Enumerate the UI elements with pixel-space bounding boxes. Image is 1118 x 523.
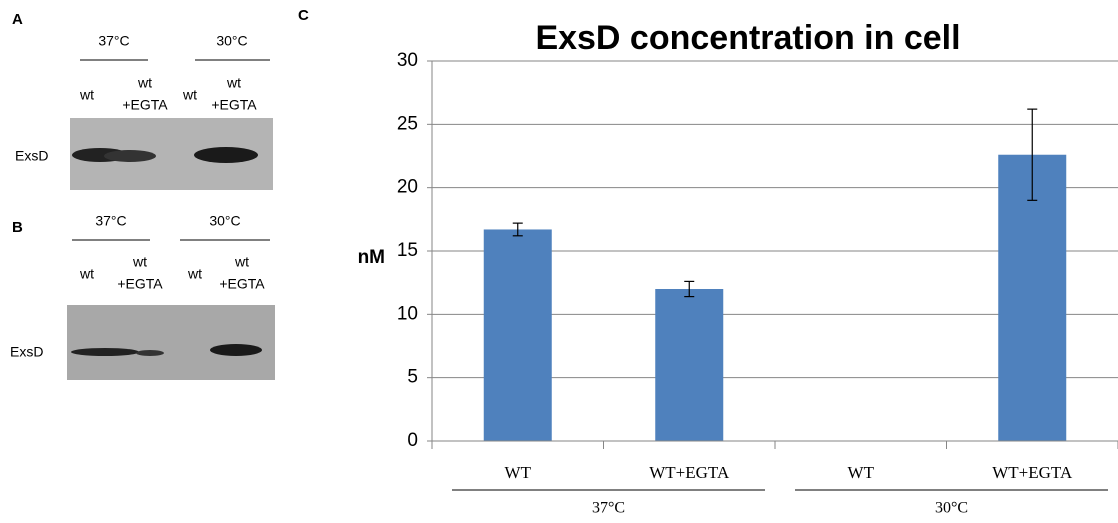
- lane-label: wt: [226, 75, 241, 91]
- bar: [655, 289, 723, 441]
- y-tick-label: 25: [397, 113, 418, 134]
- lane-label: wt: [137, 75, 152, 91]
- x-tick-label: WT+EGTA: [649, 463, 730, 482]
- lane-label: +EGTA: [219, 276, 265, 292]
- lane-label: +EGTA: [211, 97, 257, 113]
- figure: C ExsD concentration in cell nM A 37°C 30°…: [0, 0, 1118, 523]
- panel-label: C: [298, 7, 309, 24]
- lane-label: wt: [79, 266, 94, 282]
- y-axis-label: nM: [358, 247, 385, 268]
- group-label: 37°C: [592, 500, 625, 517]
- y-tick-label: 10: [397, 303, 418, 324]
- y-tick-label: 20: [397, 177, 418, 198]
- lane-label: +EGTA: [117, 276, 163, 292]
- lane-label: wt: [234, 254, 249, 270]
- blot-a: [70, 60, 273, 190]
- y-tick-label: 15: [397, 240, 418, 261]
- temperature-label: 30°C: [209, 213, 240, 229]
- y-tick-label: 0: [407, 430, 418, 451]
- band: [136, 350, 164, 356]
- lane-label: +EGTA: [122, 97, 168, 113]
- temperature-label: 37°C: [98, 33, 129, 49]
- x-tick-label: WT+EGTA: [992, 463, 1073, 482]
- band: [104, 150, 156, 162]
- y-tick-label: 5: [407, 367, 418, 388]
- group-label: 30°C: [935, 500, 968, 517]
- lane-label: wt: [79, 87, 94, 103]
- protein-label: ExsD: [15, 148, 48, 164]
- blot-membrane: [67, 305, 275, 380]
- x-tick-label: WT: [505, 463, 532, 482]
- band: [71, 348, 139, 356]
- band: [194, 147, 258, 163]
- band: [210, 344, 262, 356]
- lane-label: wt: [132, 254, 147, 270]
- temperature-label: 30°C: [216, 33, 247, 49]
- panel-label: A: [12, 11, 23, 28]
- lane-label: wt: [187, 266, 202, 282]
- bar: [484, 229, 552, 441]
- x-tick-label: WT: [848, 463, 875, 482]
- y-tick-label: 30: [397, 50, 418, 71]
- lane-label: wt: [182, 87, 197, 103]
- panel-label: B: [12, 219, 23, 236]
- chart-title: ExsD concentration in cell: [535, 19, 960, 57]
- temperature-label: 37°C: [95, 213, 126, 229]
- protein-label: ExsD: [10, 344, 43, 360]
